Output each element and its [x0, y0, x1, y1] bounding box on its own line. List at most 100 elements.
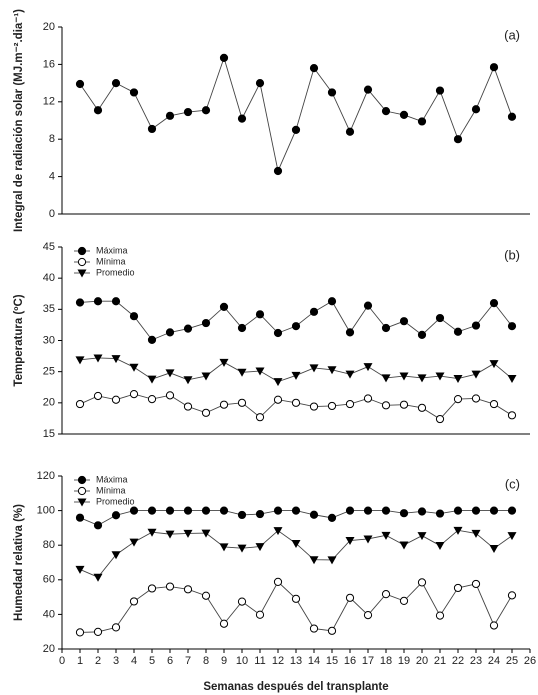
y-tick-label: 35	[43, 303, 55, 315]
marker	[111, 79, 121, 88]
x-tick-label: 24	[488, 655, 500, 667]
marker	[219, 619, 229, 628]
marker	[111, 395, 121, 404]
marker	[75, 565, 85, 574]
x-tick-label: 19	[398, 655, 410, 667]
y-tick-label: 30	[43, 334, 55, 346]
marker	[489, 399, 499, 409]
marker	[381, 590, 391, 599]
marker	[309, 307, 319, 316]
series-line	[79, 581, 513, 633]
marker	[237, 323, 247, 333]
marker	[75, 399, 85, 409]
marker	[489, 63, 499, 72]
marker	[93, 627, 103, 636]
marker	[363, 394, 373, 403]
marker	[255, 413, 265, 422]
x-tick-label: 12	[272, 655, 284, 667]
marker	[471, 370, 481, 379]
marker	[309, 364, 319, 373]
marker	[201, 591, 211, 600]
marker	[471, 321, 481, 330]
marker	[381, 374, 391, 383]
marker	[363, 85, 373, 94]
marker	[453, 375, 463, 384]
y-tick-label: 15	[43, 428, 55, 440]
x-tick-label: 23	[470, 655, 482, 667]
marker	[93, 573, 103, 582]
marker	[93, 297, 103, 306]
marker	[489, 299, 499, 308]
marker	[471, 579, 481, 589]
marker	[381, 323, 391, 333]
marker	[93, 391, 103, 401]
series-line	[79, 56, 513, 173]
marker	[147, 506, 157, 515]
marker	[507, 322, 517, 331]
marker	[471, 394, 481, 403]
legend-label: Mínima	[96, 256, 126, 266]
marker	[417, 117, 427, 126]
marker	[93, 106, 103, 115]
y-tick-label: 120	[37, 470, 55, 482]
marker	[489, 621, 499, 630]
marker	[75, 628, 85, 637]
marker	[129, 88, 139, 97]
marker	[399, 400, 409, 409]
legend-label: Promedio	[96, 267, 135, 277]
marker	[129, 312, 139, 321]
y-axis-label: Temperatura (ºC)	[13, 294, 25, 386]
marker	[165, 111, 175, 120]
x-tick-label: 7	[185, 655, 191, 667]
marker	[291, 594, 301, 603]
marker	[111, 623, 121, 632]
x-tick-label: 5	[149, 655, 155, 667]
marker	[219, 53, 229, 62]
marker	[201, 506, 211, 515]
marker	[291, 125, 301, 134]
marker	[219, 506, 229, 515]
marker	[399, 317, 409, 326]
marker	[165, 328, 175, 337]
series-line	[79, 529, 513, 578]
x-tick-label: 11	[254, 655, 265, 667]
x-tick-label: 16	[344, 655, 356, 667]
marker	[471, 529, 481, 538]
marker	[327, 513, 337, 522]
marker	[453, 583, 463, 593]
marker	[453, 526, 463, 535]
y-tick-label: 20	[43, 643, 55, 655]
marker	[291, 371, 301, 380]
marker	[147, 528, 157, 537]
marker	[327, 626, 337, 635]
marker	[381, 506, 391, 515]
marker	[309, 624, 319, 633]
x-tick-label: 17	[362, 655, 374, 667]
marker	[75, 79, 85, 89]
marker	[435, 542, 445, 551]
marker	[453, 135, 463, 144]
marker	[201, 408, 211, 417]
marker	[309, 556, 319, 565]
marker	[273, 506, 283, 515]
legend-label: Máxima	[96, 474, 128, 484]
marker	[291, 539, 301, 548]
marker	[273, 166, 283, 176]
legend-label: Mínima	[96, 485, 126, 495]
marker	[291, 398, 301, 407]
marker	[183, 376, 193, 385]
marker	[489, 506, 499, 515]
legend-marker	[77, 257, 87, 267]
marker	[363, 506, 373, 515]
marker	[273, 328, 283, 338]
y-tick-label: 0	[49, 208, 55, 220]
marker	[201, 106, 211, 115]
marker	[345, 127, 355, 136]
marker	[345, 370, 355, 379]
marker	[273, 577, 283, 586]
marker	[417, 330, 427, 339]
marker	[507, 591, 517, 600]
y-tick-label: 20	[43, 397, 55, 409]
marker	[489, 544, 499, 553]
